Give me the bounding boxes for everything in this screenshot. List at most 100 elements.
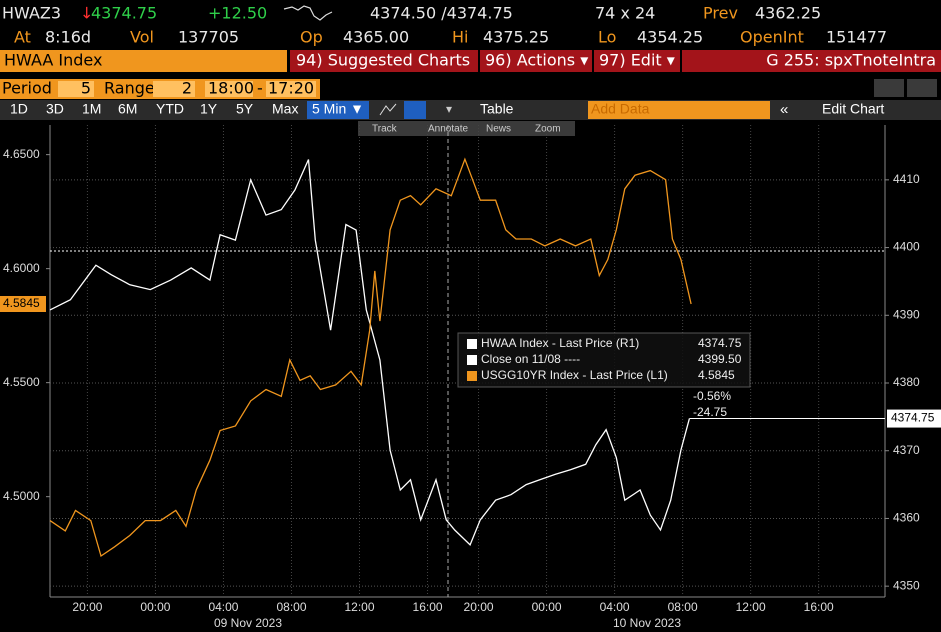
dash: - bbox=[257, 79, 263, 98]
tool[interactable]: Zoom bbox=[535, 124, 561, 135]
y2-tick-label: 4360 bbox=[893, 511, 920, 525]
from-field[interactable] bbox=[205, 81, 253, 97]
to-field[interactable] bbox=[266, 81, 316, 97]
ticker: HWAZ3 bbox=[2, 4, 61, 23]
annotation: -0.56% bbox=[693, 389, 731, 403]
security: HWAA Index bbox=[4, 51, 102, 70]
x-tick-label: 08:00 bbox=[668, 600, 698, 614]
op-label: Op bbox=[300, 28, 323, 47]
bar-icon[interactable] bbox=[404, 101, 426, 119]
security-box[interactable] bbox=[0, 50, 287, 72]
y-tick-label: 4.5000 bbox=[3, 489, 40, 503]
actions: 96) Actions ▾ bbox=[485, 51, 588, 70]
suggested-button[interactable] bbox=[290, 50, 478, 72]
x-tick-label: 08:00 bbox=[276, 600, 306, 614]
bid-ask: 4374.50 /4374.75 bbox=[370, 4, 513, 23]
range-button[interactable]: 1M bbox=[82, 101, 101, 117]
legend-label: USGG10YR Index - Last Price (L1) bbox=[481, 368, 668, 382]
y2-tick-label: 4370 bbox=[893, 443, 920, 457]
suggested: 94) Suggested Charts bbox=[296, 51, 470, 70]
add-data: Add Data bbox=[591, 101, 650, 117]
x-tick-label: 12:00 bbox=[344, 600, 374, 614]
tool[interactable]: News bbox=[486, 124, 511, 135]
prev: 4362.25 bbox=[755, 4, 821, 23]
y2-tick-label: 4350 bbox=[893, 578, 920, 592]
y2-tick-label: 4400 bbox=[893, 240, 920, 254]
lo-label: Lo bbox=[598, 28, 616, 47]
x-tick-label: 16:00 bbox=[413, 600, 443, 614]
edit: 97) Edit ▾ bbox=[599, 51, 675, 70]
legend-swatch bbox=[467, 339, 477, 349]
x-tick-label: 04:00 bbox=[208, 600, 238, 614]
vol: 137705 bbox=[178, 28, 239, 47]
actions-button[interactable] bbox=[480, 50, 592, 72]
x-group-label: 10 Nov 2023 bbox=[613, 616, 681, 630]
hi: 4375.25 bbox=[483, 28, 549, 47]
button-bar bbox=[0, 100, 941, 120]
at-label: At bbox=[14, 28, 31, 47]
legend bbox=[457, 332, 751, 388]
legend-label: Close on 11/08 ---- bbox=[481, 352, 580, 366]
hi-label: Hi bbox=[452, 28, 468, 47]
last-tag bbox=[887, 409, 941, 428]
range-button[interactable]: 1D bbox=[10, 101, 28, 117]
vol-label: Vol bbox=[130, 28, 154, 47]
range-label: Range bbox=[104, 79, 155, 98]
prev-label: Prev bbox=[703, 4, 738, 23]
range-button[interactable]: 3D bbox=[46, 101, 64, 117]
redo[interactable] bbox=[907, 79, 937, 97]
tools-bar bbox=[358, 121, 575, 136]
legend-value: 4399.50 bbox=[698, 352, 742, 366]
series-line bbox=[49, 159, 691, 547]
sparkline bbox=[283, 5, 333, 21]
x-tick-label: 12:00 bbox=[736, 600, 766, 614]
tool[interactable]: Annotate bbox=[428, 124, 468, 135]
x-tick-label: 16:00 bbox=[804, 600, 834, 614]
range-button[interactable]: YTD bbox=[156, 101, 184, 117]
op: 4365.00 bbox=[343, 28, 409, 47]
interval: 5 Min ▼ bbox=[312, 101, 364, 117]
line-icon[interactable] bbox=[379, 103, 397, 116]
tool[interactable]: Track bbox=[372, 124, 398, 135]
x-tick-label: 20:00 bbox=[72, 600, 102, 614]
interval-button[interactable] bbox=[307, 101, 369, 119]
undo[interactable] bbox=[874, 79, 904, 97]
legend-label: HWAA Index - Last Price (R1) bbox=[481, 336, 639, 350]
range-field[interactable] bbox=[153, 81, 195, 97]
last-tag-label: 4.5845 bbox=[3, 296, 40, 310]
edit-chart[interactable]: Edit Chart bbox=[822, 101, 884, 117]
x-group-label: 09 Nov 2023 bbox=[214, 616, 282, 630]
dropdown-dot: ▾ bbox=[446, 102, 452, 116]
edit-button[interactable] bbox=[594, 50, 680, 72]
y2-tick-label: 4390 bbox=[893, 307, 920, 321]
change: +12.50 bbox=[208, 4, 267, 23]
range-button[interactable]: 1Y bbox=[200, 101, 218, 117]
add-data-field[interactable] bbox=[588, 101, 770, 119]
table[interactable]: Table bbox=[480, 101, 514, 117]
last-tag bbox=[0, 295, 46, 312]
period-value: 5 bbox=[81, 79, 91, 98]
to: 17:20 bbox=[268, 79, 314, 98]
y2-tick-label: 4380 bbox=[893, 375, 920, 389]
from: 18:00 bbox=[208, 79, 254, 98]
lo: 4354.25 bbox=[637, 28, 703, 47]
period-field[interactable] bbox=[58, 81, 94, 97]
range-button[interactable]: 5Y bbox=[236, 101, 254, 117]
annotation: -24.75 bbox=[693, 405, 727, 419]
x-tick-label: 20:00 bbox=[464, 600, 494, 614]
page-name: G 255: spxTnoteIntra bbox=[766, 51, 936, 70]
range-button[interactable]: Max bbox=[272, 101, 298, 117]
period-label: Period bbox=[2, 79, 52, 98]
y-tick-label: 4.5500 bbox=[3, 375, 40, 389]
legend-value: 4.5845 bbox=[698, 368, 735, 382]
collapse-icon[interactable]: « bbox=[780, 101, 788, 118]
y2-tick-label: 4410 bbox=[893, 172, 920, 186]
x-tick-label: 04:00 bbox=[600, 600, 630, 614]
range-value: 2 bbox=[182, 79, 192, 98]
x-tick-label: 00:00 bbox=[140, 600, 170, 614]
range-button[interactable]: 6M bbox=[118, 101, 137, 117]
y-tick-label: 4.6000 bbox=[3, 261, 40, 275]
tools: Track Annotate News Zoom bbox=[372, 124, 561, 135]
